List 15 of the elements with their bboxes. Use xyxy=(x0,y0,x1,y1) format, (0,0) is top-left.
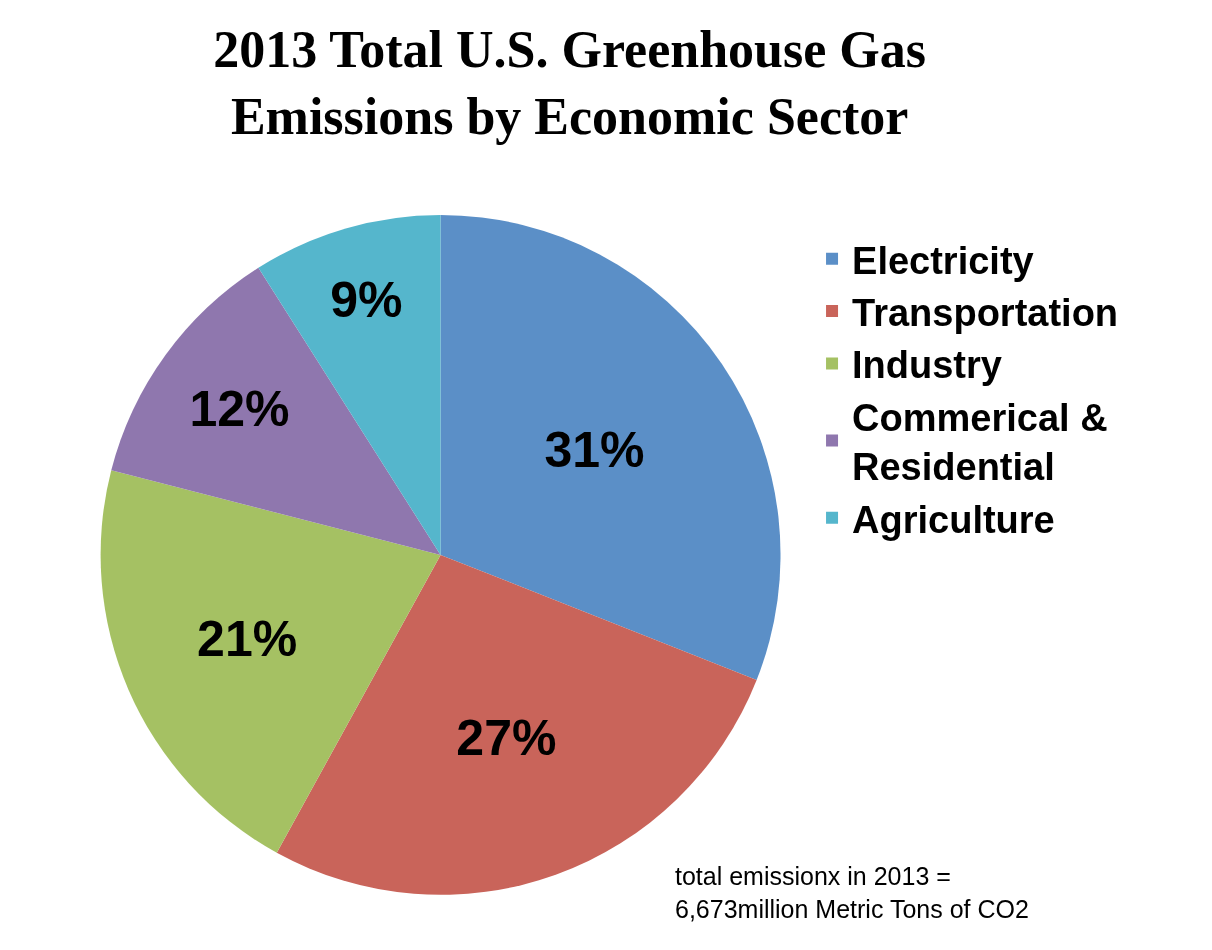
pie-slice xyxy=(440,214,781,681)
data-label: 27% xyxy=(456,709,557,766)
pie-slice xyxy=(100,470,441,853)
legend-label: Commerical & Residential xyxy=(852,396,1108,489)
data-label: 12% xyxy=(189,380,290,437)
data-label: 21% xyxy=(197,610,298,667)
legend-label: Industry xyxy=(852,344,1002,387)
pie-slice xyxy=(111,267,441,555)
text: total emissionx in 2013 = 6,673million Metric Tons of CO2 xyxy=(675,862,1029,923)
legend-label: Transportation xyxy=(852,291,1119,334)
legend-label: Electricity xyxy=(852,239,1034,282)
data-label: 9% xyxy=(330,271,403,328)
chart-title: 2013 Total U.S. Greenhouse Gas Emissions by Economic Sector xyxy=(213,20,926,146)
legend-label: Agriculture xyxy=(852,498,1055,541)
data-label: 31% xyxy=(544,422,645,479)
